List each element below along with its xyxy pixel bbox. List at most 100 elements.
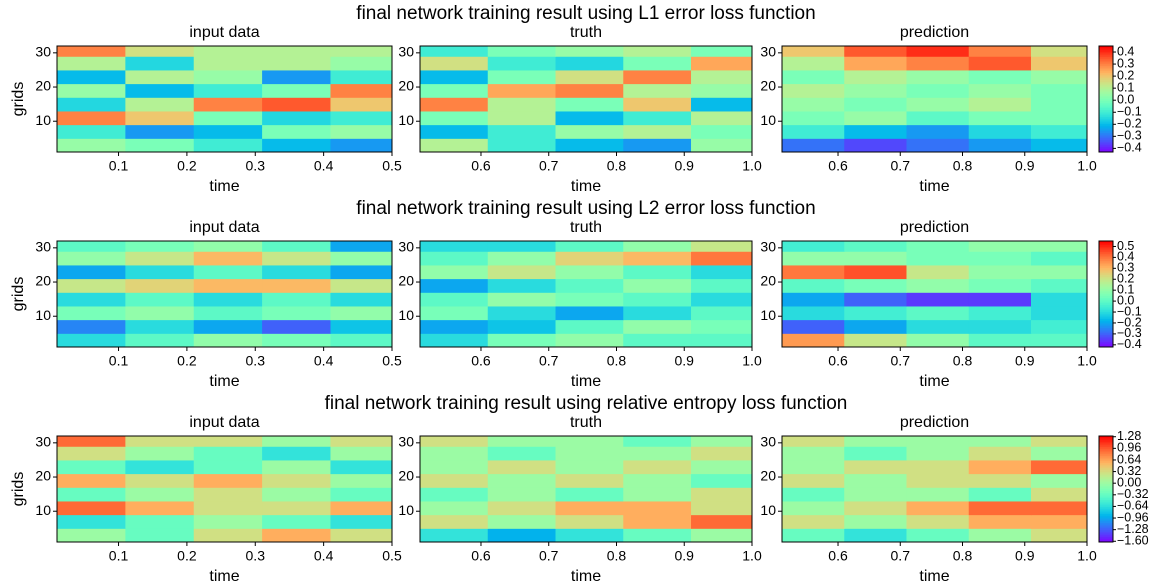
heat-cell	[57, 110, 126, 126]
heat-cell	[57, 264, 126, 280]
heat-cell	[691, 473, 753, 488]
colorbar-gradient	[1099, 104, 1113, 107]
heat-cell	[782, 56, 845, 71]
panel-title: input data	[189, 414, 259, 431]
heat-cell	[330, 528, 393, 543]
colorbar-gradient	[1099, 285, 1113, 288]
heat-cell	[125, 500, 195, 516]
heat-cell	[57, 278, 126, 293]
heat-cell	[844, 305, 907, 321]
heat-cell	[782, 124, 845, 139]
colorbar-tick-label: −0.2	[1117, 315, 1142, 329]
x-tick-label: 0.7	[891, 548, 911, 564]
colorbar-gradient	[1099, 47, 1113, 50]
colorbar-gradient	[1099, 511, 1113, 515]
colorbar-gradient	[1099, 109, 1113, 112]
colorbar-tick-label: 0.0	[1117, 293, 1134, 307]
heat-cell	[262, 459, 331, 475]
heat-cell	[844, 319, 907, 334]
heat-cell	[555, 264, 624, 280]
heat-cell	[968, 110, 1032, 126]
heat-cell	[623, 319, 692, 334]
heat-cell	[623, 528, 692, 543]
colorbar-gradient	[1099, 242, 1113, 245]
heat-cell	[906, 446, 970, 461]
heat-cell	[487, 110, 557, 126]
x-tick-label: 0.4	[314, 158, 334, 174]
x-tick-label: 1.0	[1077, 548, 1097, 564]
colorbar-frame	[1098, 435, 1114, 543]
heat-cell	[691, 319, 753, 334]
colorbar-gradient	[1099, 341, 1113, 344]
heat-cell	[125, 528, 195, 543]
colorbar-gradient	[1099, 111, 1113, 114]
colorbar-gradient	[1099, 144, 1113, 148]
heat-cell	[125, 473, 195, 488]
heat-cell	[782, 487, 845, 502]
colorbar-gradient	[1099, 283, 1113, 286]
colorbar-gradient	[1099, 469, 1113, 472]
heat-cell	[555, 473, 624, 488]
colorbar-gradient	[1099, 538, 1113, 541]
colorbar-gradient	[1099, 496, 1113, 499]
heat-cell	[555, 500, 624, 516]
heat-cell	[420, 69, 489, 85]
heat-cell	[968, 436, 1032, 447]
heat-cell	[420, 97, 489, 112]
x-axis-label: time	[919, 373, 949, 390]
heat-cell	[1030, 251, 1088, 266]
colorbar-gradient	[1099, 54, 1113, 57]
heat-cell	[844, 500, 907, 516]
heat-cell	[487, 138, 557, 153]
heat-cell	[193, 446, 263, 461]
heat-cell	[623, 436, 692, 447]
heat-cell	[555, 124, 624, 139]
heat-cell	[420, 251, 489, 266]
heat-cell	[125, 69, 195, 85]
colorbar-gradient	[1099, 260, 1113, 263]
heat-cell	[555, 459, 624, 475]
heat-cell	[691, 97, 753, 112]
colorbar-gradient	[1099, 448, 1113, 451]
heat-cell	[623, 514, 692, 529]
colorbar-gradient	[1099, 263, 1113, 267]
colorbar-gradient	[1099, 325, 1113, 328]
heat-cell	[782, 514, 845, 529]
colorbar-gradient	[1099, 271, 1113, 274]
heat-cell	[1030, 124, 1088, 139]
heat-cell	[420, 124, 489, 139]
heat-cell	[906, 97, 970, 112]
heat-cell	[968, 251, 1032, 266]
colorbar-gradient	[1099, 134, 1113, 137]
colorbar-gradient	[1099, 334, 1113, 337]
y-tick-label: 30	[35, 239, 51, 255]
heat-cell	[844, 473, 907, 488]
heat-cell	[420, 56, 489, 71]
colorbar-gradient	[1099, 526, 1113, 529]
colorbar-gradient	[1099, 501, 1113, 504]
heat-cell	[691, 124, 753, 139]
heat-cell	[487, 319, 557, 334]
x-tick-label: 0.4	[314, 548, 334, 564]
colorbar-gradient	[1099, 148, 1113, 151]
heat-cell	[330, 436, 393, 447]
colorbar-gradient	[1099, 519, 1113, 522]
heat-cell	[193, 333, 263, 348]
heat-cell	[125, 124, 195, 139]
row-title: final network training result using L2 e…	[356, 198, 815, 219]
colorbar-gradient	[1099, 453, 1113, 456]
colorbar-gradient	[1099, 106, 1113, 109]
heat-cell	[1030, 514, 1088, 529]
heat-cell	[487, 500, 557, 516]
colorbar-gradient	[1099, 63, 1113, 66]
heat-cell	[691, 459, 753, 475]
heat-cell	[1030, 446, 1088, 461]
heat-cell	[57, 241, 126, 252]
heat-cell	[330, 83, 393, 98]
heat-cell	[1030, 473, 1088, 488]
colorbar-gradient	[1099, 95, 1113, 98]
colorbar-gradient	[1099, 255, 1113, 258]
heat-cell	[782, 264, 845, 280]
y-tick-label: 30	[35, 44, 51, 60]
heat-cell	[487, 241, 557, 252]
